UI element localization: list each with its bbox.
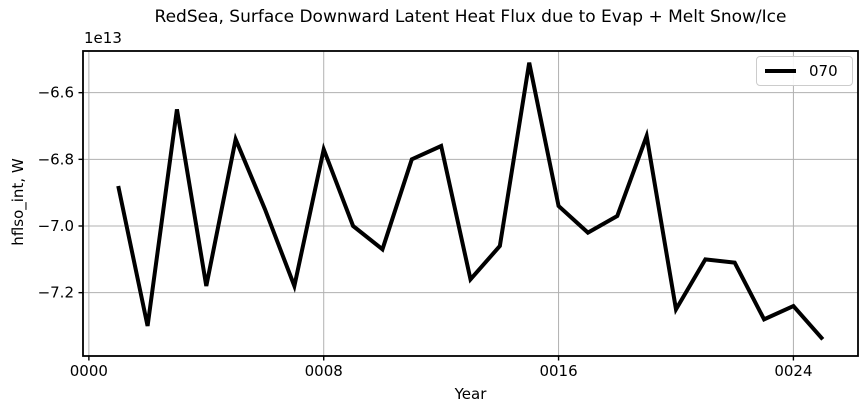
y-tick-label: −7.0	[38, 217, 74, 235]
series-line-070	[116, 62, 825, 341]
x-tick-label: 0016	[539, 362, 577, 380]
y-tick-label: −7.2	[38, 284, 74, 302]
y-axis-offset-text: 1e13	[84, 29, 122, 47]
legend-line-sample	[765, 69, 796, 73]
x-tick-label: 0008	[305, 362, 343, 380]
legend: 070	[756, 56, 853, 86]
legend-label: 070	[809, 61, 838, 80]
y-tick-label: −6.6	[38, 84, 74, 102]
axes-frame	[82, 50, 859, 357]
x-tick-label: 0000	[70, 362, 108, 380]
x-axis-label: Year	[454, 385, 487, 403]
x-tick-label: 0024	[774, 362, 812, 380]
chart-title: RedSea, Surface Downward Latent Heat Flu…	[154, 7, 787, 27]
y-tick-label: −6.8	[38, 150, 74, 168]
